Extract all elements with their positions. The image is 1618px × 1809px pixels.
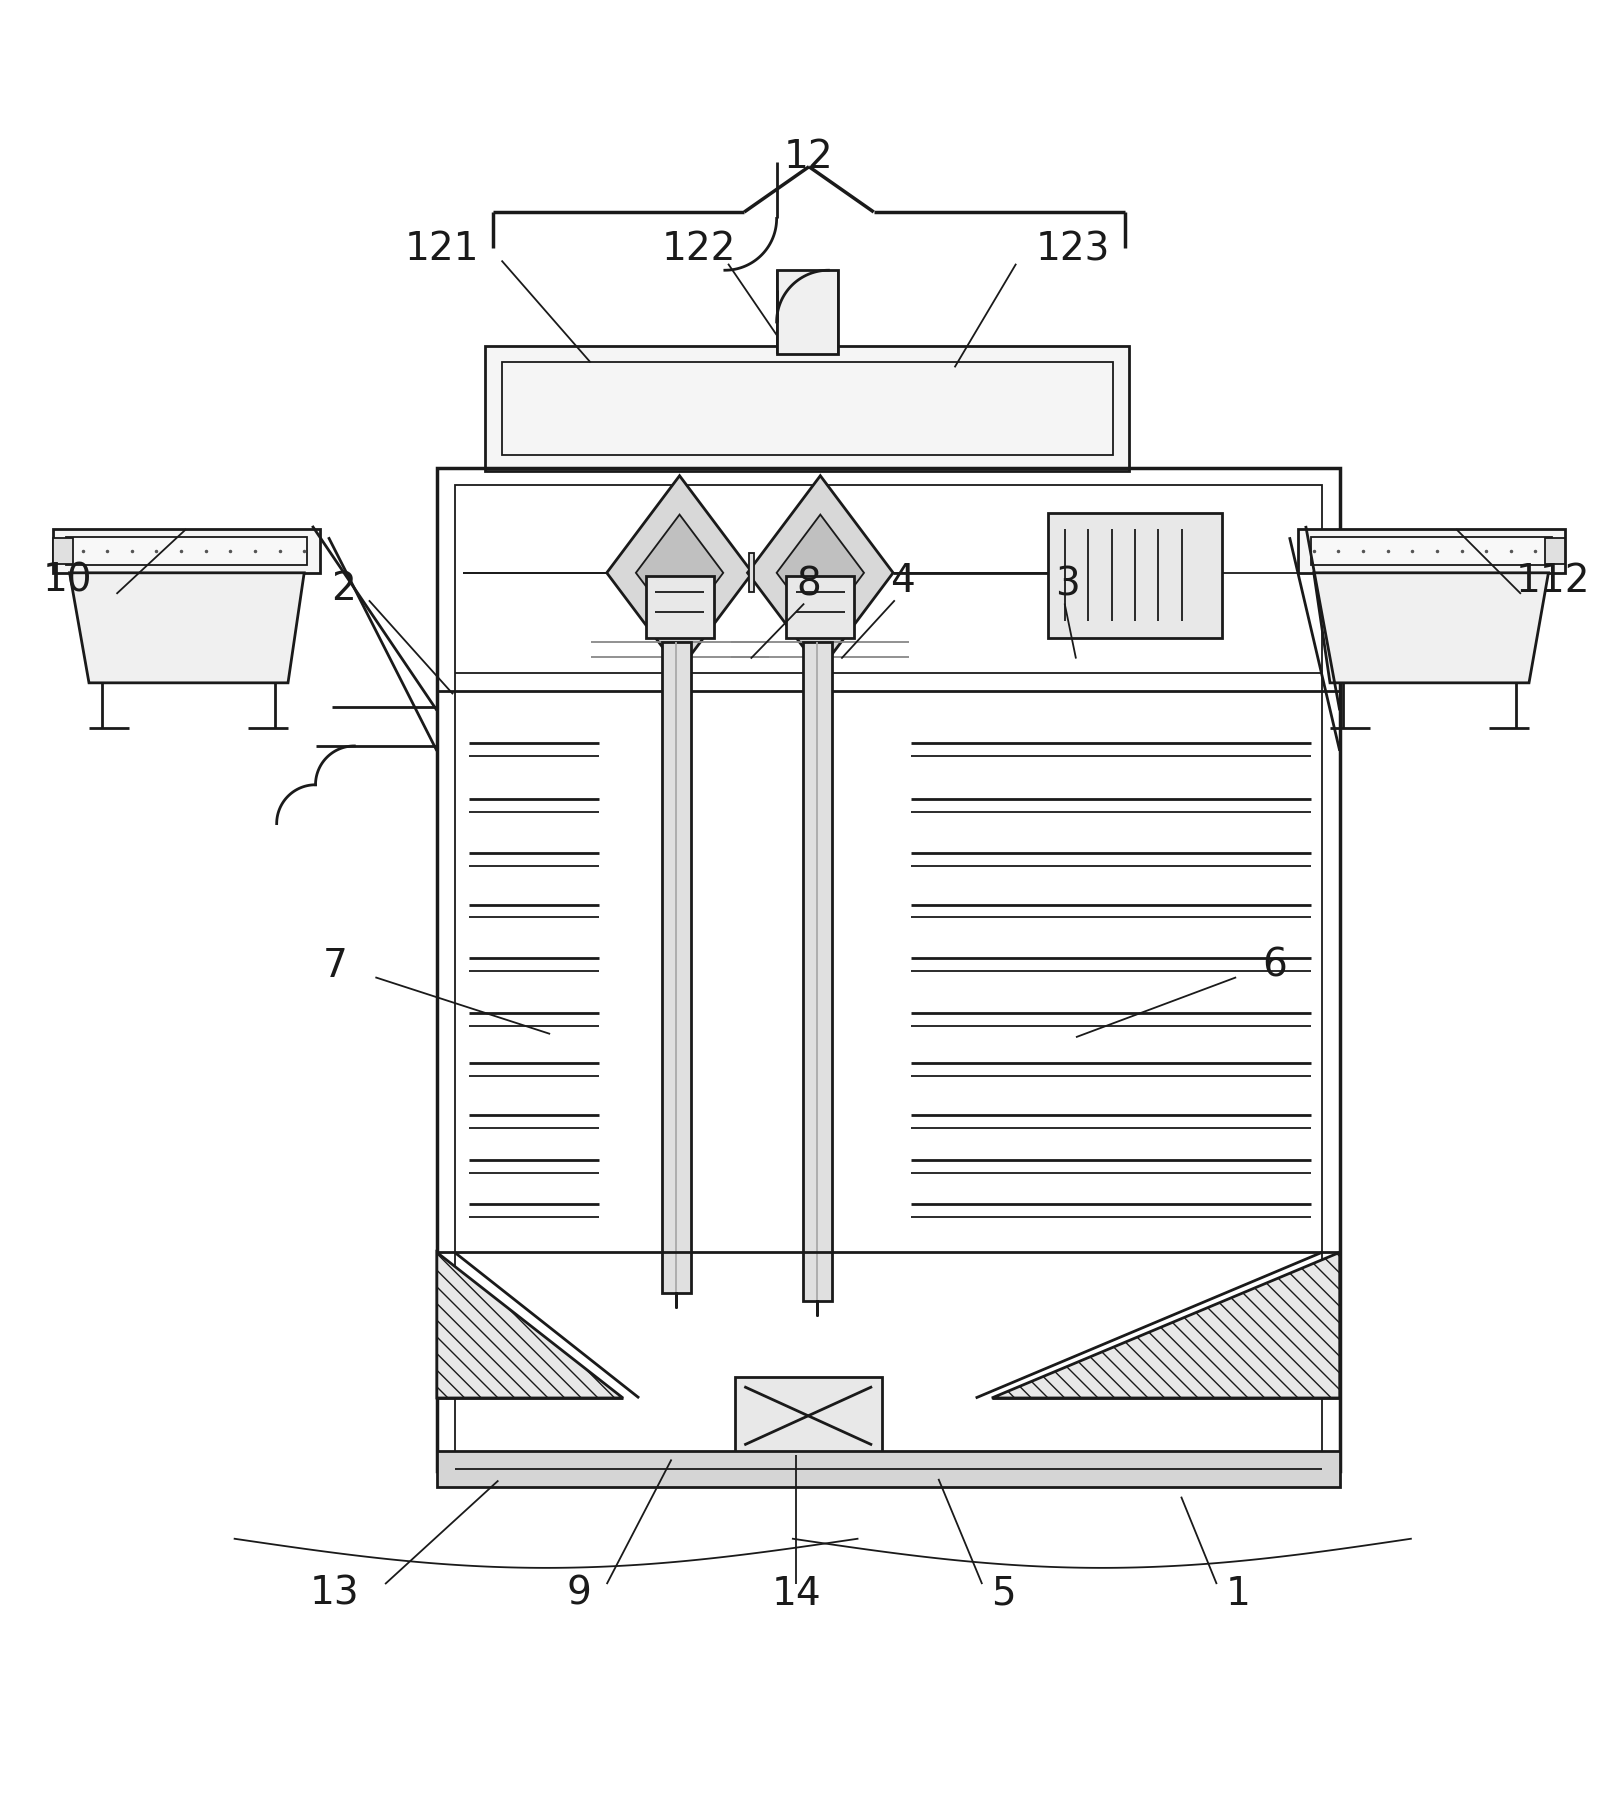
Bar: [437, 1451, 1340, 1487]
Bar: [735, 1377, 882, 1454]
Text: 122: 122: [662, 230, 736, 268]
Bar: [485, 346, 1129, 470]
Text: 8: 8: [796, 564, 822, 602]
Text: 14: 14: [772, 1576, 820, 1614]
Bar: [1048, 514, 1222, 637]
Polygon shape: [636, 514, 723, 631]
Bar: [646, 575, 714, 637]
Bar: [786, 575, 854, 637]
Text: 5: 5: [990, 1576, 1016, 1614]
Bar: [53, 528, 320, 573]
Bar: [662, 642, 691, 1293]
Text: 123: 123: [1036, 230, 1110, 268]
Bar: [749, 554, 754, 592]
Polygon shape: [70, 573, 304, 682]
Polygon shape: [748, 476, 893, 669]
Bar: [455, 485, 1322, 1453]
Text: 10: 10: [44, 563, 92, 601]
Text: 6: 6: [1262, 946, 1288, 984]
Polygon shape: [992, 1252, 1340, 1398]
Bar: [53, 537, 73, 564]
Bar: [777, 270, 838, 355]
Text: 7: 7: [322, 946, 348, 984]
Polygon shape: [607, 476, 752, 669]
Bar: [1298, 528, 1565, 573]
Text: 4: 4: [890, 563, 916, 601]
Polygon shape: [777, 514, 864, 631]
Text: 2: 2: [330, 570, 356, 608]
Text: 3: 3: [1055, 564, 1081, 602]
Bar: [437, 469, 1340, 1471]
Text: 13: 13: [311, 1576, 359, 1614]
Polygon shape: [437, 1252, 623, 1398]
Polygon shape: [1314, 573, 1548, 682]
Text: 112: 112: [1516, 563, 1590, 601]
Bar: [1311, 537, 1552, 564]
Bar: [66, 537, 307, 564]
Text: 121: 121: [404, 230, 479, 268]
Text: 12: 12: [785, 137, 833, 175]
Bar: [803, 642, 832, 1301]
Bar: [502, 362, 1113, 454]
Text: 9: 9: [566, 1576, 592, 1614]
Bar: [1545, 537, 1565, 564]
Text: 1: 1: [1225, 1576, 1251, 1614]
